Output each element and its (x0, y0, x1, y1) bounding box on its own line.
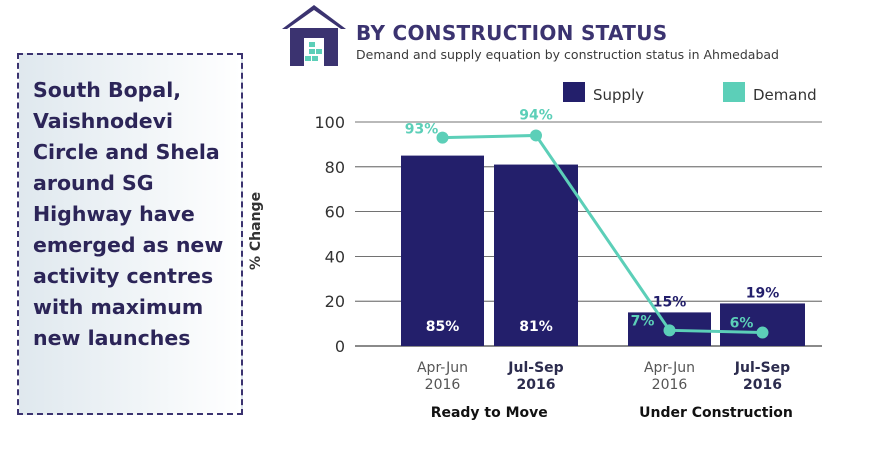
y-tick-label: 80 (325, 158, 345, 177)
supply-value-label: 19% (746, 285, 780, 301)
demand-value-label: 6% (730, 316, 754, 332)
legend-supply-swatch (563, 82, 585, 102)
demand-point (663, 324, 676, 337)
supply-bar (401, 155, 484, 346)
y-tick-label: 100 (314, 113, 345, 132)
house-icon (282, 5, 346, 66)
x-category-year: 2016 (652, 377, 688, 393)
demand-value-label: 93% (405, 122, 439, 138)
y-tick-label: 20 (325, 292, 345, 311)
x-category-label: Jul-Sep (734, 360, 790, 376)
x-category-label: Apr-Jun (417, 360, 468, 376)
legend-demand-label: Demand (753, 86, 817, 104)
y-tick-label: 60 (325, 203, 345, 222)
callout-text: South Bopal, Vaishnodevi Circle and Shel… (33, 78, 224, 350)
chart-title: BY CONSTRUCTION STATUS (356, 21, 668, 45)
chart-subtitle: Demand and supply equation by constructi… (356, 47, 779, 62)
x-category-year: 2016 (425, 377, 461, 393)
demand-line (442, 133, 763, 335)
x-category-year: 2016 (743, 377, 782, 393)
x-group-label: Under Construction (639, 405, 793, 421)
demand-point (530, 129, 542, 142)
legend-demand-swatch (723, 82, 745, 102)
supply-bar (494, 164, 578, 346)
legend-supply-label: Supply (593, 86, 644, 104)
demand-value-label: 94% (519, 107, 553, 123)
callout-box: South Bopal, Vaishnodevi Circle and Shel… (17, 53, 243, 415)
demand-point (756, 326, 769, 339)
supply-value-label: 15% (653, 294, 687, 310)
supply-value-label: 81% (519, 319, 553, 335)
demand-point (436, 131, 449, 144)
supply-value-label: 85% (426, 319, 460, 335)
x-category-year: 2016 (517, 377, 556, 393)
supply-bar (720, 303, 805, 346)
demand-value-label: 7% (631, 313, 655, 329)
y-tick-label: 0 (335, 337, 345, 356)
x-group-label: Ready to Move (431, 405, 548, 421)
x-category-label: Apr-Jun (644, 360, 695, 376)
x-category-label: Jul-Sep (507, 360, 563, 376)
y-tick-label: 40 (325, 247, 345, 266)
